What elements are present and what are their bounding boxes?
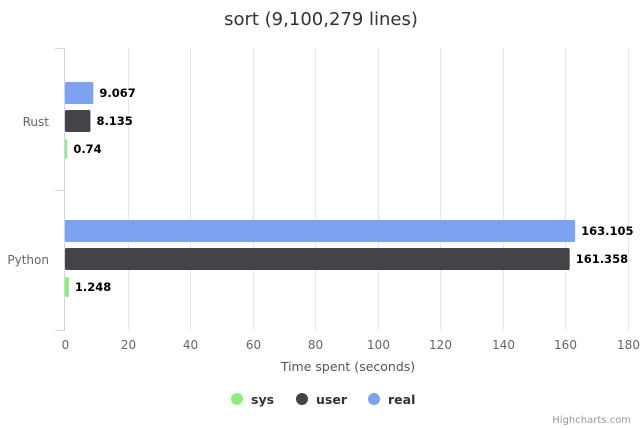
- x-tick-label: 60: [246, 338, 261, 352]
- bar-real-python[interactable]: [65, 220, 576, 242]
- legend-item-sys[interactable]: sys: [231, 392, 274, 407]
- bars: [65, 82, 576, 297]
- data-label: 161.358: [576, 252, 628, 266]
- bar-sys-rust[interactable]: [65, 139, 68, 159]
- grid-lines: [128, 48, 629, 330]
- legend-marker: [231, 393, 243, 405]
- x-axis-label: Time spent (seconds): [280, 359, 415, 374]
- data-label: 8.135: [96, 114, 132, 128]
- legend-label: user: [316, 392, 348, 407]
- data-label: 1.248: [75, 280, 111, 294]
- data-label: 163.105: [581, 224, 633, 238]
- category-label: Python: [7, 253, 49, 267]
- legend: sys user real: [231, 392, 415, 407]
- legend-marker: [368, 393, 380, 405]
- credits-text[interactable]: Highcharts.com: [552, 415, 631, 426]
- y-axis: Rust Python: [7, 48, 65, 331]
- bar-sys-python[interactable]: [65, 277, 69, 297]
- x-tick-label: 160: [554, 338, 577, 352]
- category-label: Rust: [23, 115, 50, 129]
- x-tick-label: 0: [62, 338, 70, 352]
- chart-title: sort (9,100,279 lines): [224, 9, 418, 30]
- legend-marker: [296, 393, 308, 405]
- x-tick-label: 40: [183, 338, 198, 352]
- x-tick-label: 120: [429, 338, 452, 352]
- x-axis-ticks: 0 20 40 60 80 100 120 140 160 180: [62, 338, 640, 352]
- legend-label: sys: [251, 392, 274, 407]
- bar-user-rust[interactable]: [65, 110, 91, 132]
- x-tick-label: 180: [617, 338, 640, 352]
- x-tick-label: 140: [492, 338, 515, 352]
- bar-labels: 9.067 163.105 8.135 161.358 0.74 1.248: [72, 85, 635, 296]
- x-tick-label: 20: [121, 338, 136, 352]
- legend-label: real: [388, 392, 415, 407]
- bar-real-rust[interactable]: [65, 82, 94, 104]
- data-label: 0.74: [73, 142, 101, 156]
- x-tick-label: 80: [308, 338, 323, 352]
- data-label: 9.067: [99, 86, 135, 100]
- legend-item-user[interactable]: user: [296, 392, 348, 407]
- legend-item-real[interactable]: real: [368, 392, 415, 407]
- bar-user-python[interactable]: [65, 248, 570, 270]
- x-tick-label: 100: [367, 338, 390, 352]
